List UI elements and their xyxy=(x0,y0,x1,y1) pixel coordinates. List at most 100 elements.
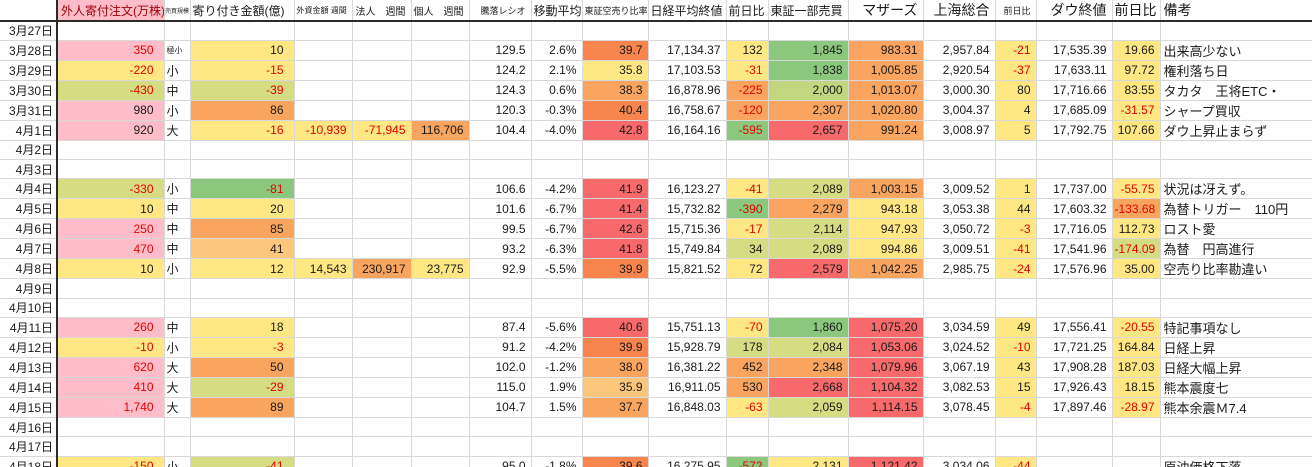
cell-dow[interactable]: 17,535.39 xyxy=(1036,40,1113,61)
cell-nchg[interactable]: -595 xyxy=(726,120,769,141)
cell-ma[interactable] xyxy=(531,298,583,318)
cell-nchg[interactable]: 34 xyxy=(726,238,769,260)
cell-foreign[interactable] xyxy=(57,140,165,161)
cell-nchg[interactable]: -390 xyxy=(726,198,769,220)
cell-schg[interactable]: 1 xyxy=(995,178,1037,200)
cell-tse1[interactable] xyxy=(768,417,849,438)
cell-mothers[interactable] xyxy=(848,159,924,180)
cell-ma[interactable]: 2.6% xyxy=(531,40,583,61)
cell-remarks[interactable] xyxy=(1160,140,1312,161)
cell-iweek[interactable] xyxy=(411,337,470,358)
cell-scale[interactable]: 小 xyxy=(164,60,191,81)
cell-dchg[interactable]: 83.55 xyxy=(1112,80,1161,101)
cell-scale[interactable] xyxy=(164,417,191,438)
cell-scale[interactable]: 中 xyxy=(164,198,191,220)
cell-schg[interactable] xyxy=(995,159,1037,180)
cell-remarks[interactable] xyxy=(1160,298,1312,318)
cell-opening[interactable] xyxy=(190,436,295,457)
cell-cweek[interactable]: 230,917 xyxy=(352,258,412,280)
cell-fweek[interactable] xyxy=(294,317,353,338)
cell-fweek[interactable] xyxy=(294,21,353,41)
cell-tse1[interactable]: 2,279 xyxy=(768,198,849,220)
cell-nchg[interactable]: -120 xyxy=(726,100,769,121)
cell-fweek[interactable] xyxy=(294,218,353,240)
date-cell[interactable]: 4月18日 xyxy=(0,456,58,467)
cell-schg[interactable] xyxy=(995,298,1037,318)
cell-iweek[interactable] xyxy=(411,100,470,121)
cell-fweek[interactable] xyxy=(294,198,353,220)
cell-shanghai[interactable]: 3,009.52 xyxy=(923,178,996,200)
cell-tse1[interactable]: 2,059 xyxy=(768,397,849,418)
cell-mothers[interactable] xyxy=(848,298,924,318)
cell-fweek[interactable] xyxy=(294,140,353,161)
cell-nikkei[interactable] xyxy=(648,436,727,457)
cell-scale[interactable]: 中 xyxy=(164,80,191,101)
cell-fweek[interactable] xyxy=(294,417,353,438)
cell-schg[interactable]: 15 xyxy=(995,377,1037,398)
cell-schg[interactable]: 5 xyxy=(995,120,1037,141)
cell-opening[interactable]: -81 xyxy=(190,178,295,200)
cell-cweek[interactable] xyxy=(352,60,412,81)
cell-mothers[interactable]: 943.18 xyxy=(848,198,924,220)
cell-mothers[interactable] xyxy=(848,21,924,41)
cell-opening[interactable]: -15 xyxy=(190,60,295,81)
cell-tse1[interactable]: 2,657 xyxy=(768,120,849,141)
cell-dow[interactable]: 17,926.43 xyxy=(1036,377,1113,398)
cell-foreign[interactable]: -150 xyxy=(57,456,165,467)
column-header-nikkei[interactable]: 日経平均終値 xyxy=(648,0,727,22)
date-cell[interactable]: 4月1日 xyxy=(0,120,58,141)
cell-ma[interactable]: -4.0% xyxy=(531,120,583,141)
cell-cweek[interactable] xyxy=(352,21,412,41)
cell-remarks[interactable]: 出来高少ない xyxy=(1160,40,1312,61)
cell-short[interactable]: 42.8 xyxy=(582,120,649,141)
cell-short[interactable]: 39.7 xyxy=(582,40,649,61)
cell-iweek[interactable] xyxy=(411,298,470,318)
cell-remarks[interactable] xyxy=(1160,159,1312,180)
cell-dchg[interactable]: -28.97 xyxy=(1112,397,1161,418)
cell-ma[interactable]: -6.7% xyxy=(531,218,583,240)
cell-opening[interactable]: -39 xyxy=(190,80,295,101)
cell-scale[interactable]: 中 xyxy=(164,218,191,240)
cell-short[interactable] xyxy=(582,159,649,180)
cell-short[interactable] xyxy=(582,21,649,41)
cell-nikkei[interactable] xyxy=(648,298,727,318)
cell-shanghai[interactable]: 3,009.51 xyxy=(923,238,996,260)
date-cell[interactable]: 3月31日 xyxy=(0,100,58,121)
cell-nchg[interactable]: 452 xyxy=(726,357,769,378)
date-cell[interactable]: 4月7日 xyxy=(0,238,58,260)
cell-remarks[interactable]: ロスト愛 xyxy=(1160,218,1312,240)
cell-short[interactable] xyxy=(582,298,649,318)
cell-ratio[interactable]: 99.5 xyxy=(469,218,532,240)
cell-remarks[interactable]: 空売り比率勘違い xyxy=(1160,258,1312,280)
date-cell[interactable]: 4月6日 xyxy=(0,218,58,240)
cell-nikkei[interactable]: 16,911.05 xyxy=(648,377,727,398)
cell-foreign[interactable]: 10 xyxy=(57,258,165,280)
cell-shanghai[interactable]: 2,920.54 xyxy=(923,60,996,81)
cell-schg[interactable]: 49 xyxy=(995,317,1037,338)
cell-dow[interactable] xyxy=(1036,417,1113,438)
cell-dow[interactable] xyxy=(1036,298,1113,318)
cell-opening[interactable]: 86 xyxy=(190,100,295,121)
cell-ratio[interactable]: 124.2 xyxy=(469,60,532,81)
cell-nchg[interactable] xyxy=(726,298,769,318)
cell-dow[interactable]: 17,737.00 xyxy=(1036,178,1113,200)
cell-mothers[interactable]: 1,042.25 xyxy=(848,258,924,280)
cell-cweek[interactable] xyxy=(352,357,412,378)
cell-schg[interactable]: -10 xyxy=(995,337,1037,358)
column-header-ratio[interactable]: 騰落レシオ xyxy=(469,0,532,22)
date-cell[interactable]: 4月5日 xyxy=(0,198,58,220)
cell-schg[interactable]: -24 xyxy=(995,258,1037,280)
cell-scale[interactable] xyxy=(164,298,191,318)
cell-schg[interactable]: 43 xyxy=(995,357,1037,378)
cell-iweek[interactable] xyxy=(411,21,470,41)
cell-mothers[interactable]: 1,114.15 xyxy=(848,397,924,418)
cell-iweek[interactable] xyxy=(411,140,470,161)
column-header-shanghai[interactable]: 上海総合 xyxy=(923,0,996,22)
cell-ma[interactable] xyxy=(531,159,583,180)
cell-cweek[interactable] xyxy=(352,417,412,438)
cell-scale[interactable] xyxy=(164,140,191,161)
date-cell[interactable]: 4月13日 xyxy=(0,357,58,378)
cell-short[interactable]: 41.9 xyxy=(582,178,649,200)
cell-nchg[interactable]: -70 xyxy=(726,317,769,338)
cell-ma[interactable] xyxy=(531,278,583,299)
